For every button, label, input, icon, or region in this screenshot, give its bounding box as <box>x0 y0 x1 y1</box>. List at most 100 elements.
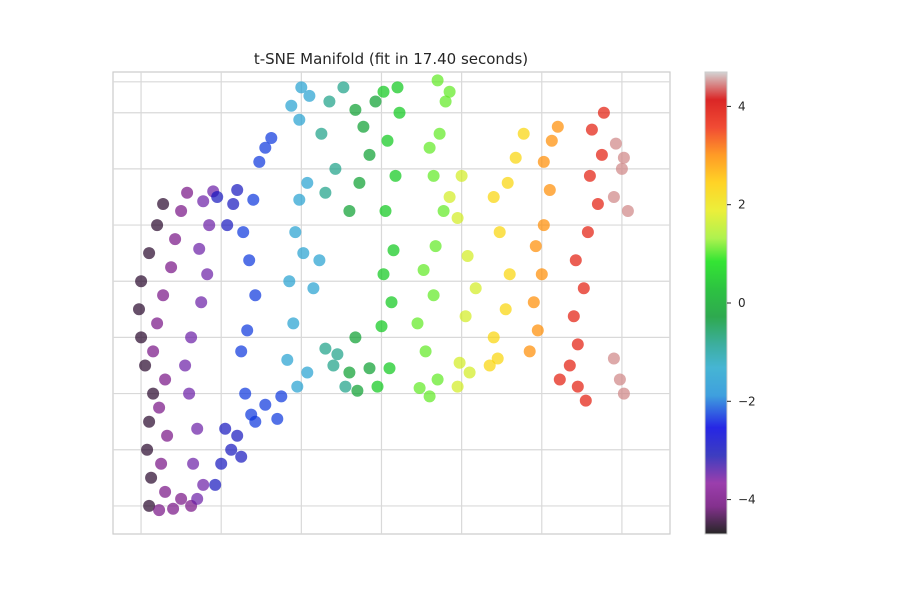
scatter-point-4-7 <box>247 193 260 206</box>
scatter-point-3-0 <box>209 478 222 491</box>
scatter-point-12-5 <box>537 219 550 232</box>
scatter-point-3-6 <box>221 219 234 232</box>
scatter-point-9-11 <box>423 141 436 154</box>
scatter-point-13-11 <box>595 148 608 161</box>
scatter-point-1-10 <box>169 233 182 246</box>
scatter-point-11-0 <box>483 359 496 372</box>
scatter-point-8-8 <box>381 134 394 147</box>
scatter-point-6-7 <box>323 95 336 108</box>
scatter-point-10-6 <box>451 212 464 224</box>
scatter-point-11-7 <box>501 176 514 189</box>
scatter-point-6-8 <box>337 81 350 94</box>
scatter-point-1-15 <box>167 502 180 515</box>
scatter-point-5-8 <box>301 176 314 189</box>
scatter-point-0-3 <box>143 415 156 428</box>
scatter-point-5-3 <box>287 317 300 330</box>
colorbar-tick-label-4: −4 <box>738 493 756 507</box>
scatter-point-6-6 <box>315 127 328 140</box>
scatter-point-7-9 <box>349 103 362 116</box>
scatter-point-5-4 <box>283 275 296 288</box>
scatter-point-13-2 <box>571 380 584 393</box>
scatter-point-6-0 <box>319 342 332 355</box>
scatter-point-4-10 <box>265 132 278 144</box>
scatter-point-4-1 <box>239 387 252 400</box>
scatter-point-13-3 <box>579 394 592 407</box>
scatter-point-12-3 <box>535 268 548 281</box>
scatter-point-2-7 <box>195 296 208 309</box>
scatter-point-14-2 <box>617 387 630 400</box>
scatter-point-11-5 <box>493 226 506 239</box>
scatter-point-5-12 <box>293 113 306 126</box>
scatter-point-3-1 <box>215 457 228 470</box>
scatter-point-9-14 <box>443 85 456 98</box>
colorbar-ticks: 4 2 0 −2 −4 <box>727 99 756 507</box>
scatter-point-4-4 <box>249 289 262 302</box>
scatter-point-0-8 <box>135 275 148 288</box>
scatter-point-0-0 <box>143 499 156 512</box>
scatter-point-14-1 <box>613 373 626 386</box>
scatter-point-0-6 <box>135 331 148 344</box>
scatter-point-3-8 <box>231 184 244 196</box>
scatter-point-0-7 <box>133 303 145 316</box>
scatter-point-4-11 <box>249 415 262 428</box>
scatter-point-13-12 <box>585 123 598 136</box>
colorbar-tick-label-0: 4 <box>738 99 746 113</box>
scatter-point-9-4 <box>411 317 424 330</box>
scatter-point-0-5 <box>139 359 152 372</box>
scatter-point-4-2 <box>235 345 248 358</box>
scatter-point-13-4 <box>571 338 584 351</box>
scatter-point-6-4 <box>319 186 332 199</box>
scatter-point-9-6 <box>417 264 430 276</box>
scatter-point-4-12 <box>259 398 272 411</box>
scatter-point-12-9 <box>551 120 564 133</box>
scatter-point-8-9 <box>393 106 406 119</box>
scatter-point-12-2 <box>527 296 540 309</box>
scatter-point-8-1 <box>383 362 396 375</box>
scatter-point-14-6 <box>617 151 630 164</box>
scatter-point-9-7 <box>429 240 442 253</box>
scatter-point-4-5 <box>243 254 256 267</box>
scatter-point-5-6 <box>289 226 302 239</box>
scatter-point-10-0 <box>451 380 464 393</box>
scatter-point-14-4 <box>615 162 628 175</box>
scatter-point-0-9 <box>143 247 156 260</box>
scatter-point-1-8 <box>157 289 170 302</box>
scatter-point-11-3 <box>499 303 512 316</box>
scatter-point-8-3 <box>385 296 398 309</box>
scatter-point-13-1 <box>563 359 576 372</box>
scatter-point-7-4 <box>343 205 356 217</box>
scatter-point-9-5 <box>427 289 440 302</box>
scatter-point-12-6 <box>543 184 556 196</box>
scatter-point-5-0 <box>281 353 294 366</box>
scatter-point-2-5 <box>179 359 192 372</box>
scatter-point-12-7 <box>537 155 550 168</box>
scatter-point-4-3 <box>241 324 254 337</box>
scatter-point-7-8 <box>369 95 382 108</box>
scatter-point-8-5 <box>387 244 400 257</box>
scatter-point-2-1 <box>197 478 210 491</box>
scatter-point-2-3 <box>191 422 204 435</box>
scatter-point-10-5 <box>461 250 474 262</box>
scatter-point-3-7 <box>227 198 240 210</box>
scatter-point-3-4 <box>231 429 244 442</box>
scatter-point-5-9 <box>285 99 298 112</box>
scatter-point-4-6 <box>237 226 250 239</box>
scatter-point-5-1 <box>291 380 304 393</box>
scatter-point-13-0 <box>553 373 566 386</box>
scatter-point-5-14 <box>307 282 320 295</box>
scatter-point-2-11 <box>197 195 210 208</box>
scatter-point-3-3 <box>219 422 232 435</box>
scatter-point-1-6 <box>147 345 160 358</box>
scatter-point-1-5 <box>159 373 172 386</box>
scatter-point-6-3 <box>331 348 344 361</box>
scatter-point-2-4 <box>183 387 196 400</box>
scatter-point-9-13 <box>431 74 444 87</box>
scatter-point-1-4 <box>153 401 166 414</box>
scatter-point-0-2 <box>141 443 154 456</box>
scatter-point-10-3 <box>459 310 472 323</box>
scatter-point-12-8 <box>545 134 558 147</box>
scatter-point-12-0 <box>523 345 536 358</box>
scatter-point-1-3 <box>161 429 174 442</box>
scatter-point-10-2 <box>453 356 466 369</box>
